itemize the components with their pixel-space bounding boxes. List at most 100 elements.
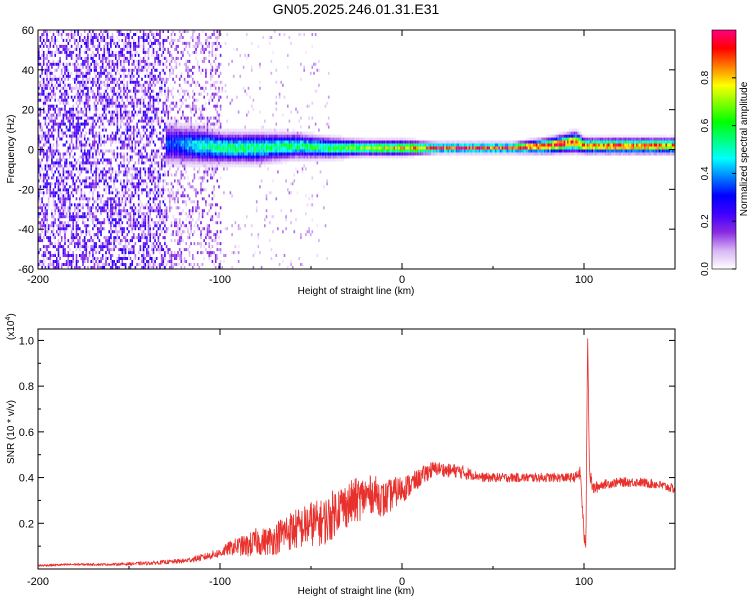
spectrogram-cell <box>174 200 176 204</box>
spectrogram-cell <box>52 113 55 117</box>
spectrogram-cell <box>200 125 202 129</box>
spectrogram-cell <box>103 116 106 120</box>
spectrogram-cell <box>42 83 45 87</box>
spectrogram-cell <box>206 125 209 129</box>
spectrogram-cell <box>178 30 181 33</box>
spectrogram-cell <box>69 194 71 198</box>
spectrogram-cell <box>142 128 145 132</box>
spectrogram-cell <box>146 71 148 75</box>
spectrogram-cell <box>213 95 215 99</box>
spectrogram-cell <box>46 212 48 216</box>
spectrogram-cell <box>105 89 107 93</box>
spectrogram-cell <box>70 113 73 117</box>
spectrogram-cell <box>193 188 196 192</box>
spectrogram-cell <box>180 125 183 129</box>
spectrogram-cell <box>101 209 104 213</box>
spectrogram-cell <box>121 68 124 72</box>
spectrogram-cell <box>103 92 106 96</box>
spectrogram-cell <box>211 140 214 144</box>
spectrogram-cell <box>54 200 56 204</box>
spectrogram-cell <box>108 167 110 171</box>
spectrogram-cell <box>198 122 201 126</box>
spectrogram-cell <box>205 80 207 84</box>
spectrogram-cell <box>118 71 120 75</box>
spectrogram-cell <box>241 161 243 165</box>
spectrogram-cell <box>46 155 48 159</box>
spectrogram-cell <box>247 53 250 57</box>
spectrogram-cell <box>159 62 161 66</box>
spectrogram-cell <box>98 239 101 243</box>
spectrogram-cell <box>196 143 199 147</box>
spectrogram-cell <box>160 167 163 171</box>
spectrogram-cell <box>44 71 47 75</box>
spectrogram-cell <box>108 239 110 243</box>
spectrogram-cell <box>178 128 181 132</box>
spectrogram-cell <box>69 263 71 266</box>
spectrogram-cell <box>185 104 187 108</box>
spectrogram-cell <box>100 30 102 33</box>
spectrogram-cell <box>121 233 124 237</box>
spectrogram-cell <box>54 83 56 87</box>
spectrogram-cell <box>236 128 238 132</box>
spectrogram-cell <box>203 173 205 177</box>
spectrogram-cell <box>142 230 145 234</box>
spectrogram-cell <box>239 164 242 168</box>
spectrogram-cell <box>147 107 150 111</box>
spectrogram-cell <box>174 59 176 63</box>
spectrogram-cell <box>180 224 183 228</box>
spectrogram-cell <box>108 245 110 249</box>
spectrogram-cell <box>178 230 181 234</box>
spectrogram-cell <box>39 62 42 66</box>
spectrogram-cell <box>175 170 178 174</box>
spectrogram-cell <box>60 176 63 180</box>
spectrogram-cell <box>87 56 89 60</box>
spectrogram-cell <box>196 242 199 246</box>
spectrogram-cell <box>51 53 53 57</box>
spectrogram-cell <box>149 254 151 257</box>
spectrogram-cell <box>198 92 201 96</box>
spectrogram-cell <box>149 227 151 231</box>
spectrogram-cell <box>228 161 230 165</box>
spectrogram-cell <box>113 224 115 228</box>
spectrogram-cell <box>79 179 81 183</box>
spectrogram-cell <box>219 251 222 255</box>
spectrogram-cell <box>154 221 156 225</box>
spectrogram-cell <box>183 92 186 96</box>
spectrogram-cell <box>241 158 243 162</box>
spectrogram-cell <box>170 152 173 156</box>
spectrogram-cell <box>146 89 148 93</box>
spectrogram-cell <box>67 221 70 225</box>
spectrogram-cell <box>155 113 158 117</box>
spectrogram-cell <box>80 251 83 255</box>
spectrogram-cell <box>200 221 202 225</box>
spectrogram-cell <box>139 98 142 102</box>
spectrogram-cell <box>88 110 91 114</box>
spectrogram-cell <box>175 47 178 51</box>
spectrogram-cell <box>195 194 197 198</box>
spectrogram-cell <box>142 266 145 269</box>
spectrogram-cell <box>83 266 86 269</box>
spectrogram-cell <box>49 233 52 237</box>
spectrogram-cell <box>149 167 151 171</box>
spectrogram-cell <box>159 89 161 93</box>
spectrogram-cell <box>59 167 61 171</box>
spectrogram-cell <box>69 113 71 117</box>
spectrogram-cell <box>159 209 161 213</box>
spectrogram-cell <box>180 71 183 75</box>
spectrogram-cell <box>93 107 96 111</box>
spectrogram-cell <box>164 155 166 159</box>
spectrogram-cell <box>185 203 187 207</box>
spectrogram-cell <box>149 143 151 147</box>
spectrogram-cell <box>123 194 125 198</box>
spectrogram-cell <box>136 263 138 266</box>
spectrogram-cell <box>49 77 52 81</box>
spectrogram-cell <box>126 176 129 180</box>
spectrogram-cell <box>151 245 153 249</box>
spectrogram-cell <box>141 248 143 252</box>
spectrogram-cell <box>229 101 232 105</box>
spectrogram-cell <box>98 176 101 180</box>
spectrogram-cell <box>93 113 96 117</box>
spectrogram-cell <box>170 131 173 135</box>
spectrogram-cell <box>126 125 129 129</box>
spectrogram-cell <box>211 197 214 201</box>
